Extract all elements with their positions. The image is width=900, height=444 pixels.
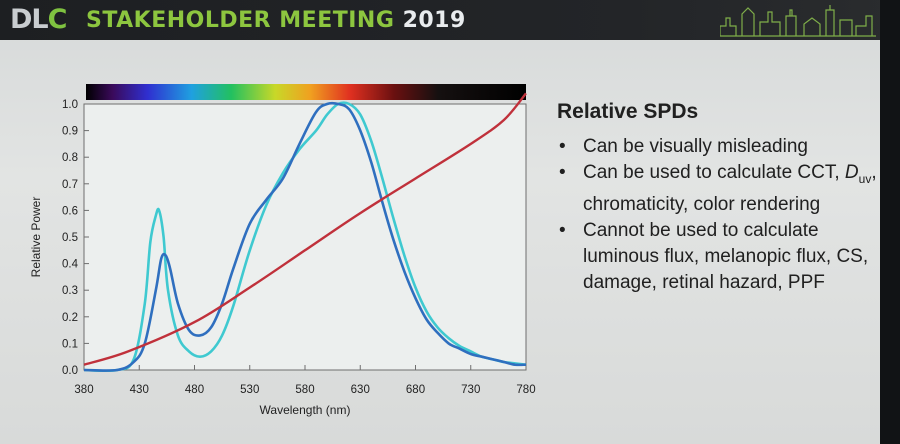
y-tick-label: 0.6 <box>62 205 78 217</box>
x-tick-label: 380 <box>74 384 93 396</box>
plot-area <box>83 103 527 371</box>
x-tick-label: 430 <box>130 384 149 396</box>
y-tick-label: 0.3 <box>62 285 78 297</box>
spectrum-bar <box>86 84 526 100</box>
x-tick-label: 780 <box>516 384 535 396</box>
y-tick-label: 0.2 <box>62 312 78 324</box>
x-tick-label: 480 <box>185 384 204 396</box>
meeting-title: STAKEHOLDER MEETING 2019 <box>86 6 466 36</box>
screen-edge <box>880 0 900 444</box>
y-tick-label: 0.0 <box>62 365 78 377</box>
bullet-item: Can be used to calculate CCT, Duv, chrom… <box>559 160 877 218</box>
meeting-year: 2019 <box>402 8 466 33</box>
y-tick-label: 0.4 <box>62 259 79 271</box>
y-tick-label: 1.0 <box>62 99 78 111</box>
x-tick-label: 680 <box>406 384 425 396</box>
panel-heading: Relative SPDs <box>557 100 699 123</box>
y-tick-label: 0.7 <box>62 179 78 191</box>
meeting-title-text: STAKEHOLDER MEETING <box>86 8 395 33</box>
series-line-3 <box>83 92 527 366</box>
y-tick-label: 0.8 <box>62 152 78 164</box>
y-tick-label: 0.1 <box>62 338 78 350</box>
x-tick-label: 580 <box>295 384 314 396</box>
text-panel: Relative SPDs Can be visually misleading… <box>557 100 877 296</box>
skyline-graphic <box>720 5 876 37</box>
bullet-item: Cannot be used to calculate luminous flu… <box>559 218 877 296</box>
y-tick-label: 0.5 <box>62 232 78 244</box>
series-line-2 <box>83 101 527 372</box>
x-tick-label: 730 <box>461 384 480 396</box>
y-axis-label: Relative Power <box>29 197 43 278</box>
series-line-1 <box>83 101 527 373</box>
x-tick-label: 530 <box>240 384 259 396</box>
bullet-item: Can be visually misleading <box>559 134 877 160</box>
y-tick-label: 0.9 <box>62 126 78 138</box>
x-tick-label: 630 <box>351 384 370 396</box>
header-bar: DLC STAKEHOLDER MEETING 2019 <box>0 0 900 40</box>
x-axis-label: Wavelength (nm) <box>260 403 351 417</box>
bullet-list: Can be visually misleading Can be used t… <box>557 134 877 296</box>
dlc-logo: DLC <box>10 4 67 35</box>
